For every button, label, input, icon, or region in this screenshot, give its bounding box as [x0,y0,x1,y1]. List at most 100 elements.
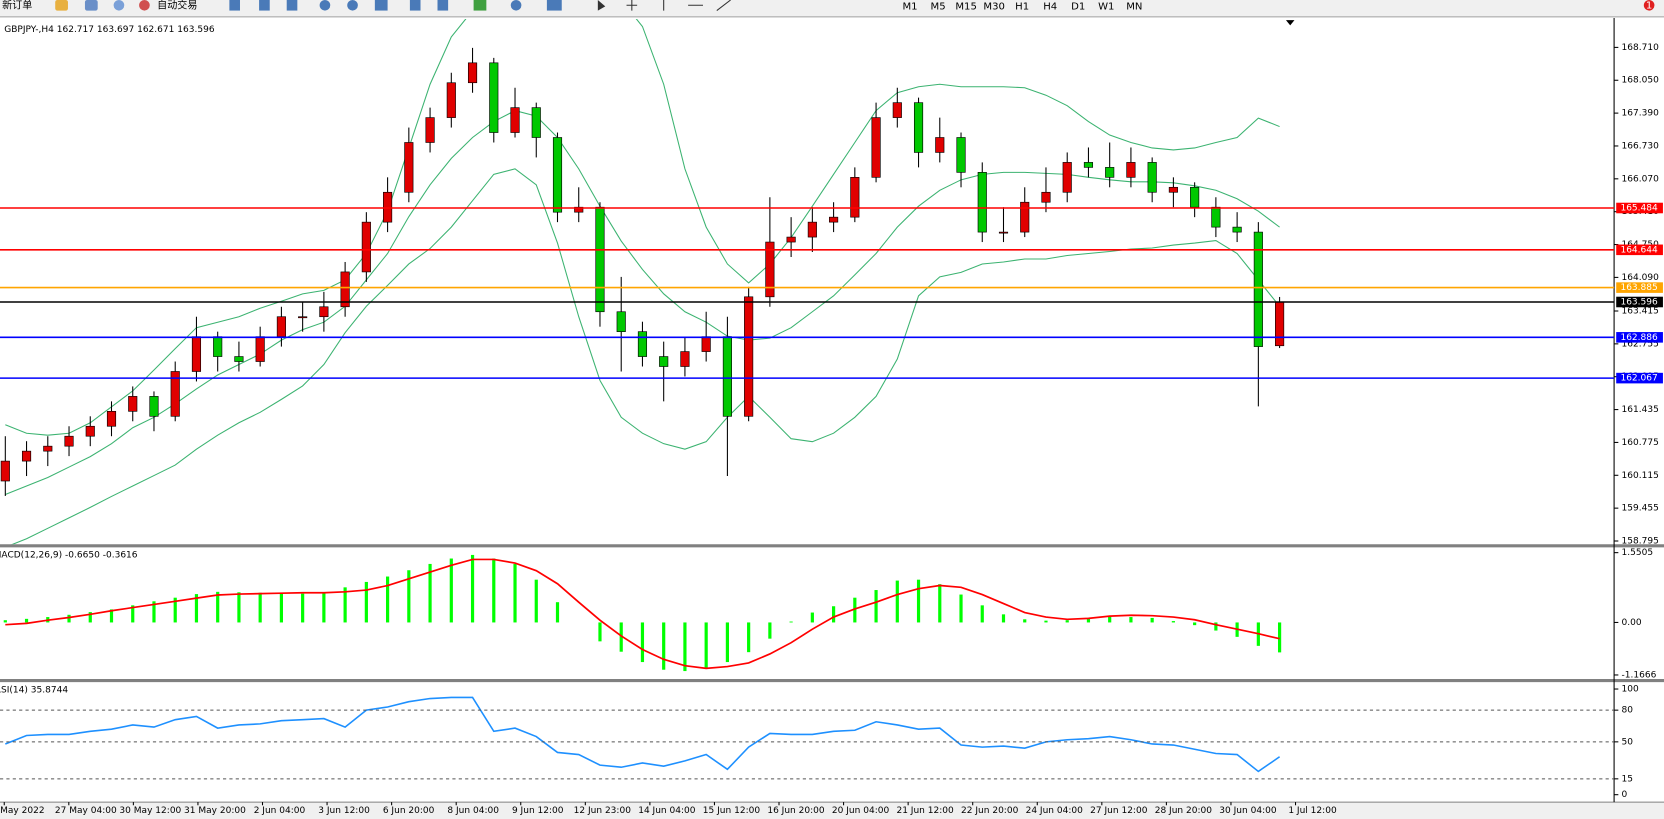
x-tick-label: 31 May 20:00 [184,806,246,816]
icon[interactable] [597,0,606,11]
timeframe-button[interactable] [1093,0,1120,15]
y-tick-label: 0.00 [1622,618,1642,628]
icon[interactable] [84,0,98,11]
icon[interactable] [663,0,731,11]
timeframe-label[interactable]: H4 [1043,1,1057,12]
macd-bar [428,563,432,623]
candle-body [829,216,839,223]
auto-trading-button[interactable]: 自动交易 [157,0,197,11]
macd-bar [194,594,199,623]
candle-body [680,351,690,367]
notification-badge[interactable] [1643,0,1655,11]
candle-body [637,331,648,357]
icon[interactable] [347,0,358,11]
x-tick-label: 16 Jun 20:00 [767,806,825,816]
macd-bar [1193,622,1197,626]
timeframe-label[interactable]: H1 [1015,1,1029,12]
price-level-tag [1616,282,1663,293]
candle-body [765,241,775,298]
timeframe-label[interactable]: W1 [1098,1,1114,12]
timeframe-button[interactable] [897,0,923,15]
icon[interactable] [55,0,68,11]
timeframe-label[interactable]: MN [1126,1,1142,12]
timeframe-label[interactable]: M15 [955,1,977,12]
y-tick-label: 163.415 [1622,307,1659,317]
x-tick-label: May 2022 [0,806,44,816]
icon[interactable] [437,0,449,11]
icon[interactable] [113,0,125,11]
y-tick-label: 162.755 [1622,339,1659,349]
shift-marker [1285,20,1295,26]
panel-2 [5,696,1281,773]
timeframe-button[interactable] [1065,0,1091,15]
price-level-tag [1616,372,1663,384]
candle-body [128,396,138,412]
macd-bar [534,579,538,623]
y-tick-label: 168.710 [1622,43,1660,53]
y-tick-label: 0 [1622,790,1628,800]
macd-bar [343,587,347,623]
x-tick-label: 28 Jun 20:00 [1155,806,1213,816]
macd-bar [492,558,496,623]
timeframe-button[interactable] [981,0,1007,15]
new-order-button[interactable]: 新订单 [2,0,32,11]
macd-bar [513,563,517,623]
icon[interactable] [626,0,638,11]
macd-bar [322,593,326,623]
icon[interactable] [259,0,270,11]
macd-bar [109,609,114,623]
timeframe-label[interactable]: M5 [931,1,946,12]
icon[interactable] [319,0,331,11]
candle-body [616,311,626,332]
x-tick-label: 2 Jun 04:00 [254,806,306,816]
indicator-title: RSI(14) 35.8744 [0,686,68,696]
x-tick-label: 27 May 04:00 [55,806,117,816]
candle-body [913,102,924,153]
timeframe-button[interactable] [1037,0,1063,15]
candle-body [935,137,945,153]
bollinger-band [11,168,1281,545]
icon[interactable] [546,0,562,11]
timeframe-label[interactable]: M1 [903,1,918,12]
price-level-tag [1616,296,1663,308]
timeframe-button[interactable] [925,0,951,15]
x-tick-label: 12 Jun 23:00 [574,806,632,816]
macd-bar [152,601,156,623]
panel-0 [0,19,1285,545]
icon[interactable] [229,0,240,11]
macd-bar [598,622,602,642]
candle-body [1062,162,1072,193]
macd-bar [1023,619,1027,623]
auto-trading-icon[interactable] [139,0,150,11]
icon[interactable] [374,0,388,11]
x-tick-label: 20 Jun 04:00 [832,806,890,816]
icon[interactable] [473,0,487,11]
icon[interactable] [409,0,421,11]
timeframe-label[interactable]: M30 [983,1,1005,12]
x-tick-label: 14 Jun 04:00 [638,806,696,816]
timeframe-button[interactable] [1009,0,1035,15]
candle-body [340,271,350,308]
y-tick-label: 168.050 [1622,76,1660,86]
macd-bar [810,612,814,623]
icon[interactable] [510,0,522,11]
toolbar: 新订单 自动交易 1 [0,0,1664,18]
x-tick-label: 1 Jul 12:00 [1288,806,1337,816]
candle-body [892,102,902,118]
macd-bar [173,597,177,623]
candle-body [574,206,584,213]
icon[interactable] [286,0,298,11]
macd-bar [789,621,793,623]
price-level-label: 165.484 [1620,204,1658,214]
candle-body [170,371,180,417]
macd-bar [1108,616,1112,623]
macd-bar [662,622,666,670]
macd-bar [895,580,899,623]
timeframe-button[interactable] [953,0,979,15]
y-tick-label: 160.775 [1622,438,1659,448]
timeframe-label[interactable]: D1 [1071,1,1085,12]
timeframe-button[interactable] [1121,0,1148,15]
macd-bar [874,590,878,623]
candle-body [850,177,860,218]
